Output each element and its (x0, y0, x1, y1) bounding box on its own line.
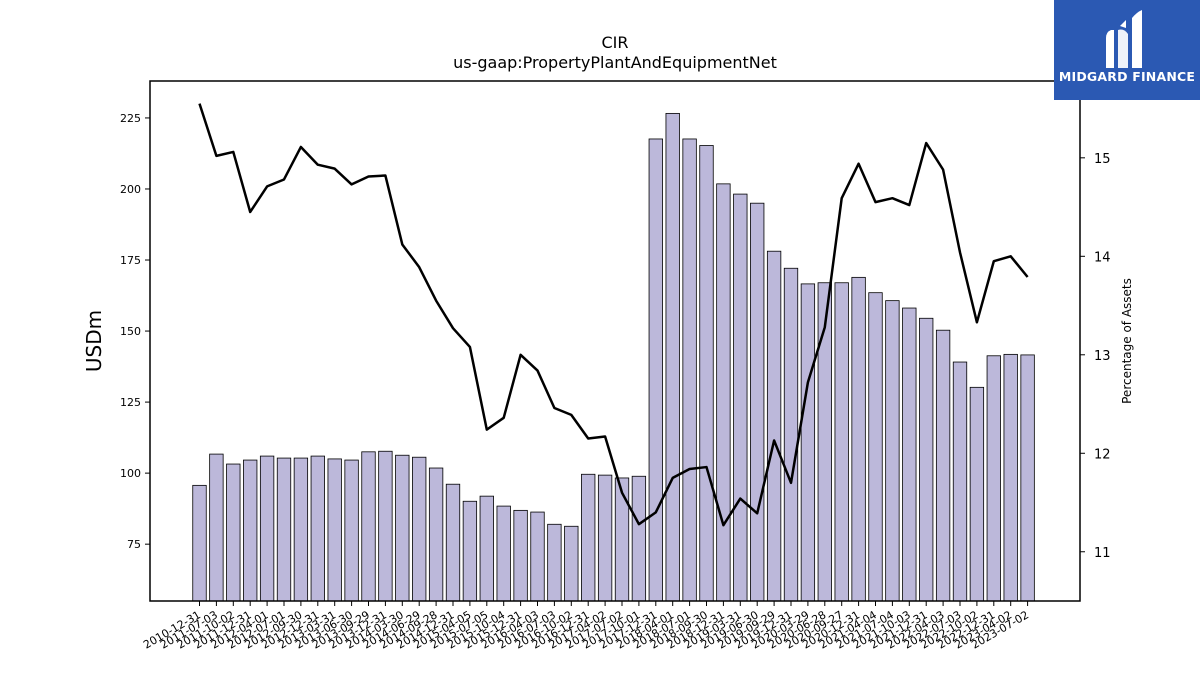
bar (699, 145, 714, 602)
bar (597, 474, 613, 602)
brand-logo: MIDGARD FINANCE (1054, 0, 1200, 100)
bar (969, 386, 985, 602)
bar (766, 250, 782, 602)
y2-tick-label: 12 (1094, 447, 1111, 462)
y-tick-label: 175 (120, 254, 141, 267)
bar (733, 193, 748, 602)
bar (513, 509, 528, 602)
bar (902, 307, 917, 602)
bar (445, 483, 461, 602)
bar (1003, 353, 1018, 602)
bar (682, 138, 697, 602)
bar (547, 523, 562, 602)
bar (192, 484, 207, 602)
percentage-line (198, 103, 1029, 527)
bar (1020, 354, 1035, 602)
bar (614, 477, 630, 602)
bar (412, 456, 427, 602)
x-axis: 2010-12-312011-07-032011-10-022011-12-31… (141, 601, 1031, 652)
chart-subtitle: us-gaap:PropertyPlantAndEquipmentNet (453, 53, 777, 72)
bar (462, 500, 478, 602)
y-tick-label: 225 (120, 112, 141, 125)
y2-tick-label: 14 (1094, 250, 1111, 265)
bar (243, 459, 258, 602)
bar (851, 276, 866, 602)
bar (631, 475, 647, 602)
bar (885, 300, 900, 602)
midgard-mark-icon (1106, 10, 1142, 68)
bar (259, 455, 275, 602)
bar (935, 329, 951, 602)
y2-axis-label: Percentage of Assets (1120, 278, 1134, 404)
brand-name: MIDGARD FINANCE (1058, 69, 1196, 84)
bar (395, 454, 410, 602)
bar (496, 505, 511, 602)
right-axis: 11 12 13 14 15 (1080, 152, 1111, 561)
chart-title: CIR (601, 33, 628, 52)
bar (293, 457, 309, 602)
bar (530, 511, 545, 602)
bar (783, 267, 799, 602)
bar (361, 451, 376, 602)
bar (209, 453, 224, 602)
bar (310, 455, 325, 602)
bar (276, 457, 292, 602)
bar (327, 458, 342, 602)
left-axis: 75 100 125 150 175 200 225 (120, 112, 150, 551)
bar (648, 138, 663, 602)
bar-series (192, 112, 1035, 602)
bar (581, 473, 596, 602)
bar (834, 282, 849, 602)
line-series (198, 103, 1029, 527)
y2-tick-label: 13 (1094, 349, 1111, 364)
y-tick-label: 150 (120, 325, 141, 338)
y2-tick-label: 15 (1094, 152, 1111, 167)
bar (800, 283, 816, 602)
y2-tick-label: 11 (1094, 546, 1111, 561)
y-tick-label: 200 (120, 183, 141, 196)
bar (378, 450, 393, 602)
bar (479, 495, 494, 602)
bar (665, 112, 680, 602)
bar (868, 292, 883, 602)
y-tick-label: 100 (120, 467, 141, 480)
y-tick-label: 75 (127, 538, 141, 551)
y-axis-label: USDm (82, 310, 106, 372)
plot-frame (149, 80, 1081, 602)
bar (344, 459, 359, 602)
y-tick-label: 125 (120, 396, 141, 409)
bar (564, 525, 579, 602)
bar (716, 183, 731, 602)
bar (986, 355, 1001, 602)
bar (428, 467, 444, 602)
bar (226, 463, 241, 602)
bar (919, 317, 934, 602)
bar (750, 202, 765, 602)
bar (952, 361, 968, 602)
